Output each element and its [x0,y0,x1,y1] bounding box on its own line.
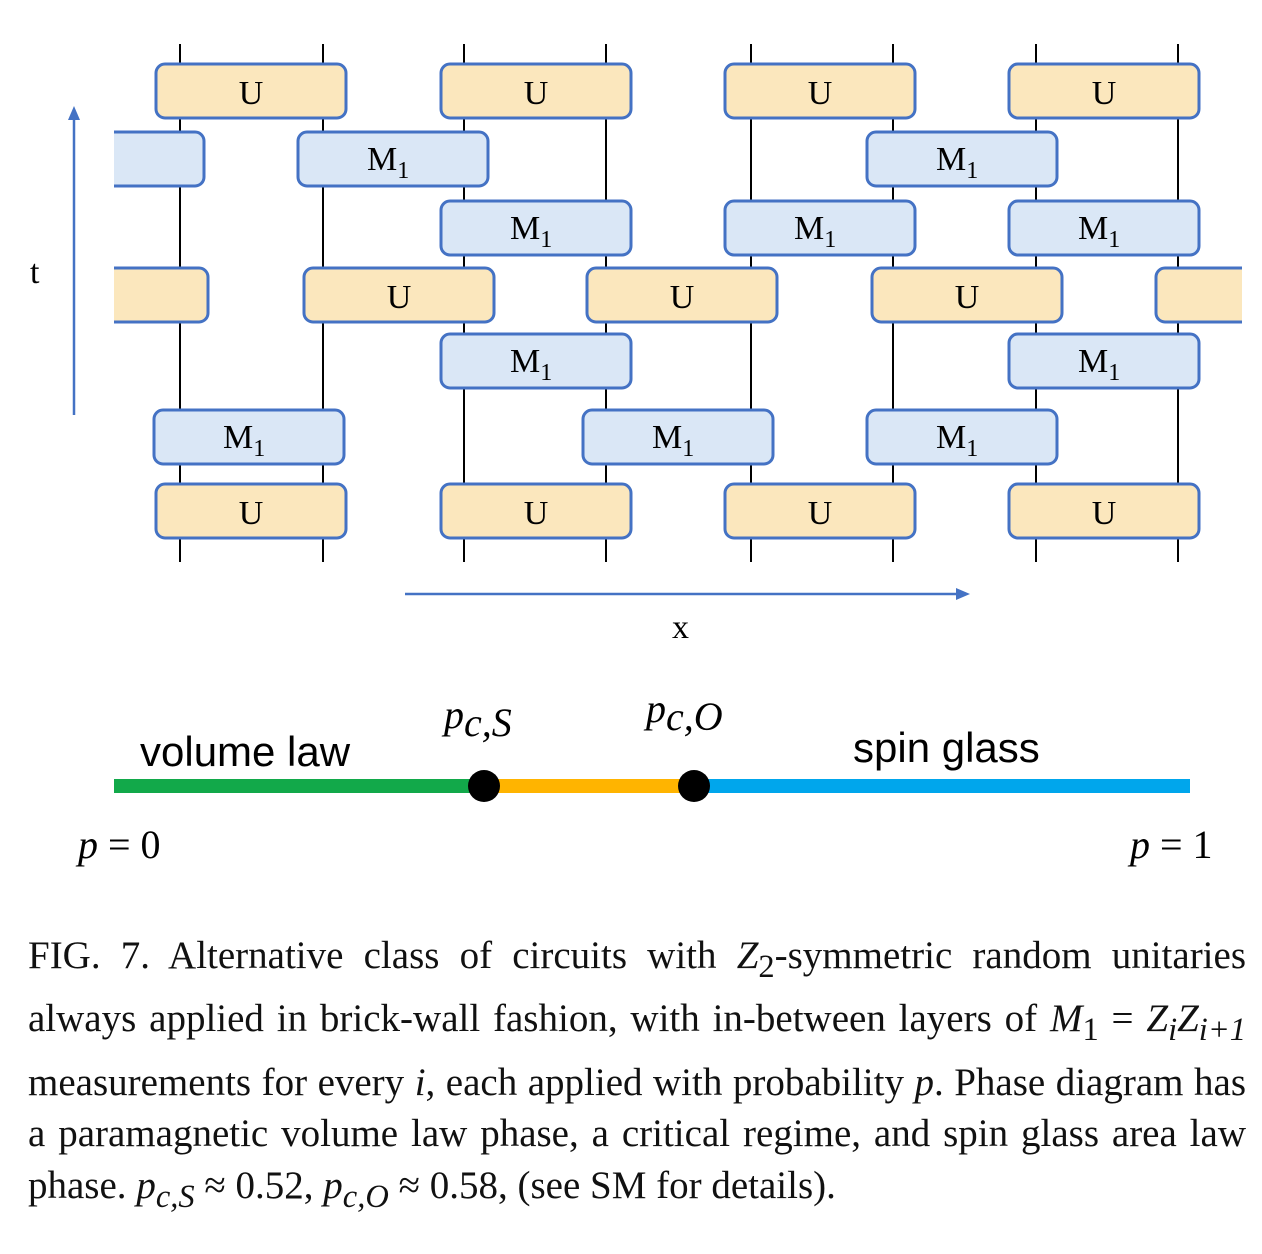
unitary-gate: U [154,482,348,540]
measurement-gate-label: M1 [510,343,552,386]
unitary-gate: U [870,266,1064,324]
time-axis-label: t [30,254,40,291]
unitary-gate: U [723,482,917,540]
unitary-gate: U [302,266,496,324]
pcs-label: pc,S [441,692,512,745]
measurement-gate: M1 [439,199,633,257]
measurement-gate-label: M1 [223,419,265,462]
time-axis: t [30,106,80,415]
p-one-label: p = 1 [1127,822,1213,867]
figure-number: FIG. 7. [28,934,151,977]
unitary-gate-label: U [239,495,264,532]
unitary-gate-label: U [1092,495,1117,532]
measurement-gate-label: M1 [510,210,552,253]
measurement-gate: M1 [296,130,490,188]
circuit-figure: U U U U M1 M1 M1 M1 M1 U U U M1 M1 M1 M1 M1 U U U U t x volu… [30,44,1242,867]
unitary-gate: U [723,62,917,120]
measurement-gate-label: M1 [794,210,836,253]
measurement-gate-label: M1 [367,141,409,184]
space-axis: x [405,588,970,646]
unitary-gate-label: U [239,75,264,112]
unitary-gate: U [154,62,348,120]
figure-caption: FIG. 7. Alternative class of circuits wi… [28,934,1247,1215]
spin-glass-label: spin glass [853,724,1040,771]
unitary-gate-label: U [670,279,695,316]
unitary-gate [1154,266,1242,324]
p-zero-label: p = 0 [75,822,161,867]
measurement-gate: M1 [1007,199,1201,257]
unitary-gate: U [1007,482,1201,540]
unitary-gate: U [439,482,633,540]
measurement-gate: M1 [865,130,1059,188]
unitary-gate: U [439,62,633,120]
unitary-gate-label: U [808,75,833,112]
unitary-gate [114,266,210,324]
measurement-gate: M1 [581,408,775,466]
measurement-gate: M1 [1007,332,1201,390]
volume-law-label: volume law [140,728,351,775]
unitary-gate: U [1007,62,1201,120]
unitary-gate-label: U [955,279,980,316]
measurement-gate [114,130,206,188]
measurement-gate: M1 [865,408,1059,466]
measurement-gate-label: M1 [652,419,694,462]
measurement-gate: M1 [439,332,633,390]
unitary-gate-label: U [808,495,833,532]
space-axis-label: x [672,609,689,646]
measurement-gate: M1 [723,199,917,257]
measurement-gate-label: M1 [1078,343,1120,386]
unitary-gate-label: U [387,279,412,316]
unitary-gate-label: U [1092,75,1117,112]
unitary-gate: U [585,266,779,324]
gate-layers: U U U U M1 M1 M1 M1 M1 U U U M1 M1 M1 M1 M1 U U U U [114,62,1242,540]
unitary-gate-label: U [524,495,549,532]
measurement-gate: M1 [152,408,346,466]
phase-diagram: volume law spin glass pc,S pc,O p = 0 p … [75,686,1213,867]
measurement-gate-label: M1 [936,141,978,184]
pco-critical-point [678,770,710,802]
measurement-gate-label: M1 [936,419,978,462]
pco-label: pc,O [643,686,723,739]
pcs-critical-point [468,770,500,802]
unitary-gate-label: U [524,75,549,112]
measurement-gate-label: M1 [1078,210,1120,253]
